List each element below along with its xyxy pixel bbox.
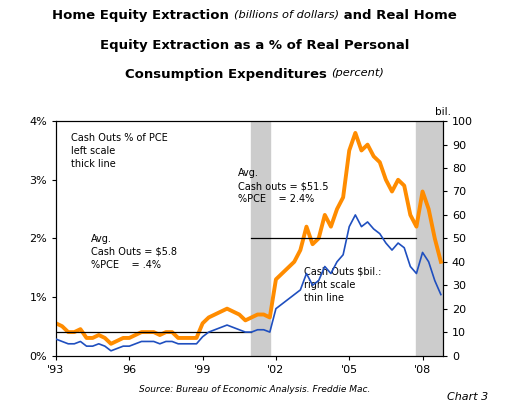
Text: Avg.
Cash Outs = $5.8
%PCE    = .4%: Avg. Cash Outs = $5.8 %PCE = .4% [91,234,177,270]
Text: Equity Extraction as a % of Real Personal: Equity Extraction as a % of Real Persona… [100,39,409,52]
Text: Cash Outs % of PCE
left scale
thick line: Cash Outs % of PCE left scale thick line [71,133,168,169]
Text: and Real Home: and Real Home [339,9,457,22]
Text: Consumption Expenditures: Consumption Expenditures [125,68,331,81]
Bar [251,121,270,356]
Text: Source: Bureau of Economic Analysis. Freddie Mac.: Source: Bureau of Economic Analysis. Fre… [139,385,370,394]
Text: bil.: bil. [435,107,451,116]
Text: (billions of dollars): (billions of dollars) [234,9,339,19]
Text: Home Equity Extraction: Home Equity Extraction [52,9,234,22]
Text: Chart 3: Chart 3 [447,392,489,402]
Bar [416,121,443,356]
Text: (percent): (percent) [331,68,384,78]
Text: Cash Outs $bil.:
right scale
thin line: Cash Outs $bil.: right scale thin line [303,267,381,303]
Text: Avg.
Cash outs = $51.5
%PCE    = 2.4%: Avg. Cash outs = $51.5 %PCE = 2.4% [238,168,328,204]
